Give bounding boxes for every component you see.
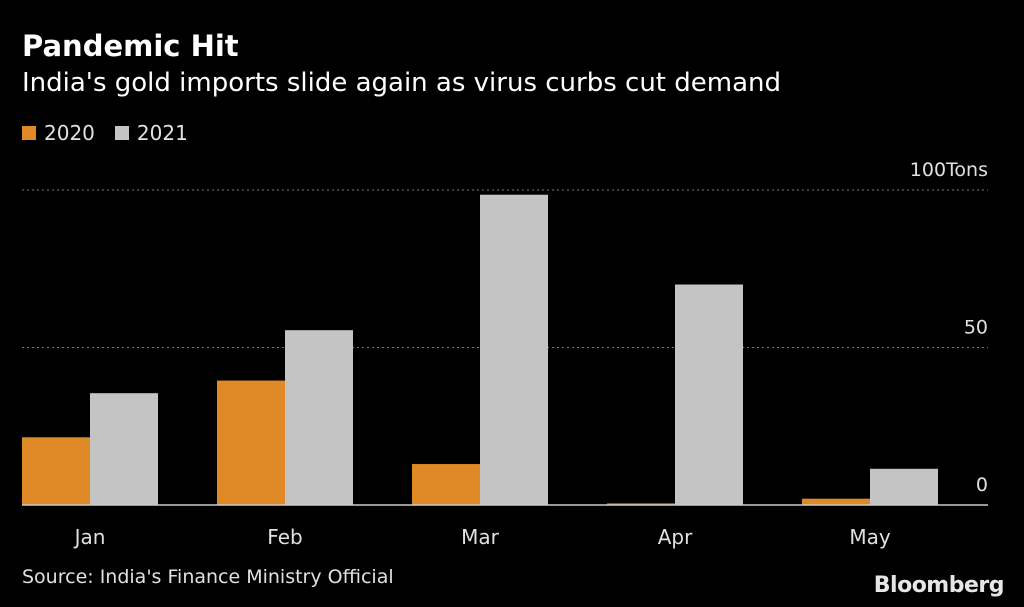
- x-tick-label: Jan: [73, 525, 106, 549]
- legend-label-2020: 2020: [44, 121, 95, 145]
- legend-swatch-2020: [22, 126, 36, 140]
- x-tick-label: Feb: [267, 525, 302, 549]
- legend-swatch-2021: [114, 126, 129, 140]
- bar-2021-mar: [480, 194, 548, 505]
- bar-2020-may: [802, 498, 870, 505]
- bar-2020-feb: [217, 380, 285, 505]
- legend-item-2020: 2020: [22, 121, 95, 145]
- bar-2020-jan: [22, 437, 90, 505]
- source-note: Source: India's Finance Ministry Officia…: [22, 566, 394, 588]
- legend-label-2021: 2021: [136, 121, 188, 145]
- x-tick-label: Apr: [658, 525, 693, 549]
- y-tick-label: 50: [964, 317, 988, 339]
- x-tick-label: Mar: [461, 525, 500, 549]
- legend: 2020 2021: [22, 119, 208, 147]
- legend-item-2021: 2021: [114, 121, 188, 145]
- bar-2021-jan: [90, 393, 158, 505]
- bar-2020-mar: [412, 464, 480, 505]
- bar-2021-apr: [675, 284, 743, 505]
- bar-2021-feb: [285, 330, 353, 505]
- y-tick-label: 0: [976, 474, 988, 496]
- chart-title: Pandemic Hit: [22, 29, 239, 63]
- chart-subtitle: India's gold imports slide again as viru…: [22, 68, 782, 98]
- y-tick-label: 100Tons: [910, 159, 988, 181]
- bar-2021-may: [870, 468, 938, 505]
- bloomberg-logo: Bloomberg: [873, 573, 1005, 598]
- bar-2020-apr: [607, 503, 675, 505]
- x-tick-label: May: [849, 525, 891, 549]
